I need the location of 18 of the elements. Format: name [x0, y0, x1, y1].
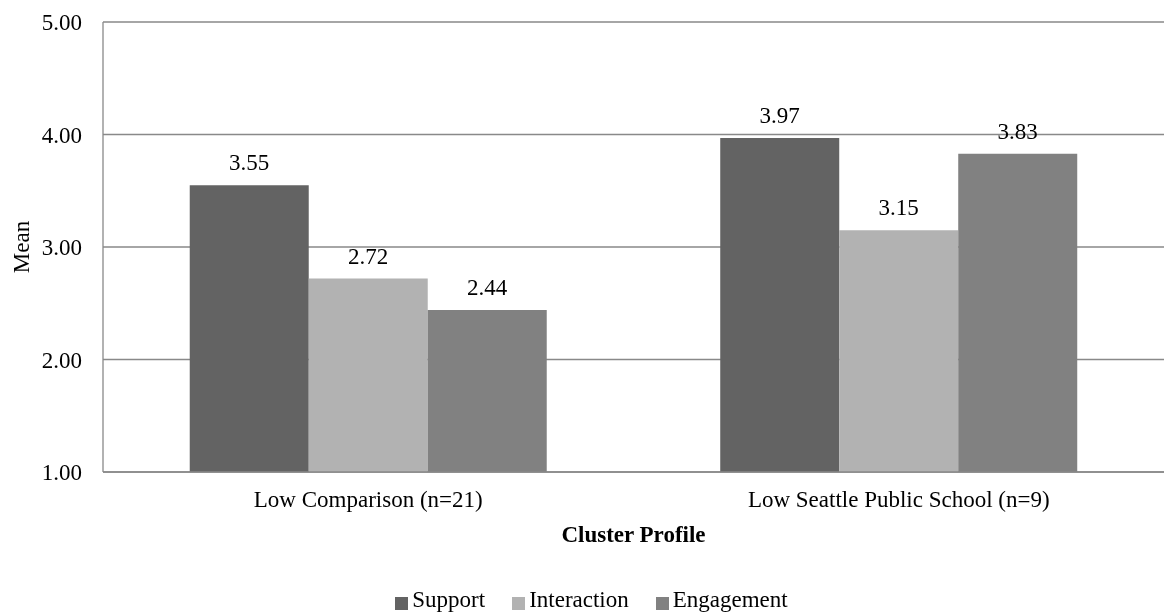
legend-label: Engagement: [672, 587, 788, 612]
data-label: 2.72: [348, 243, 389, 269]
y-tick-label: 5.00: [41, 10, 82, 36]
y-tick-label: 2.00: [41, 347, 82, 373]
y-tick-label: 1.00: [41, 460, 82, 486]
data-label: 3.83: [997, 118, 1038, 144]
y-axis-title: Mean: [8, 220, 34, 274]
x-tick-label: Low Seattle Public School (n=9): [747, 487, 1050, 513]
y-tick-label: 3.00: [41, 235, 82, 261]
legend-label: Interaction: [529, 587, 629, 612]
data-label: 3.97: [759, 102, 800, 128]
y-tick-label: 4.00: [41, 122, 82, 148]
data-label: 3.55: [229, 150, 270, 176]
x-axis-title: Cluster Profile: [561, 521, 706, 547]
legend-label: Support: [412, 587, 486, 612]
data-label: 3.15: [878, 195, 919, 221]
x-tick-label: Low Comparison (n=21): [253, 487, 483, 513]
data-label: 2.44: [467, 275, 508, 300]
